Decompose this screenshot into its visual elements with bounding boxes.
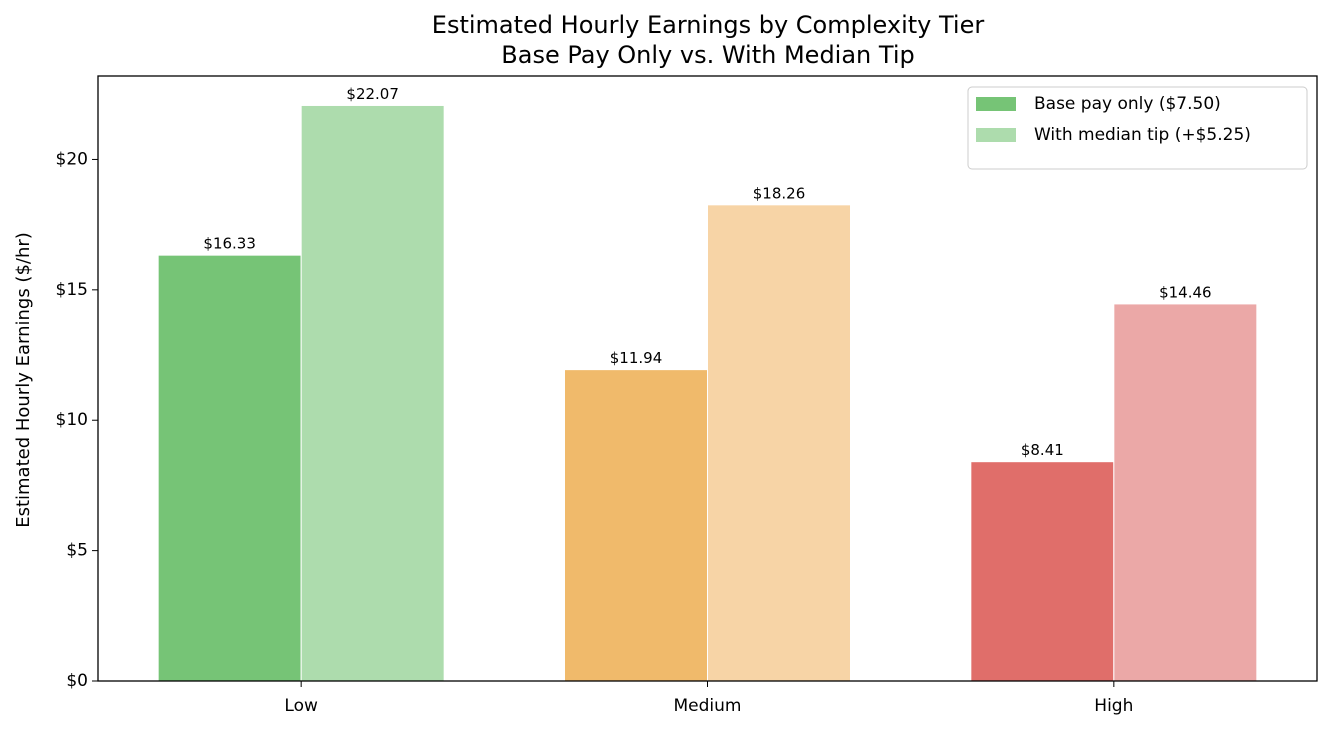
chart-title: Estimated Hourly Earnings by Complexity … — [432, 11, 985, 39]
bar — [300, 104, 445, 682]
bar — [1113, 303, 1258, 682]
y-tick-label: $20 — [56, 149, 88, 169]
legend-box — [967, 86, 1308, 170]
bar — [564, 369, 708, 682]
bar-value-label: $11.94 — [610, 349, 663, 367]
bar-value-label: $8.41 — [1021, 441, 1064, 459]
legend-swatch — [976, 97, 1016, 111]
bar-value-label: $14.46 — [1159, 283, 1212, 301]
legend-label: Base pay only ($7.50) — [1034, 94, 1221, 114]
plot-frame — [97, 75, 1318, 682]
y-tick-label: $10 — [56, 410, 88, 430]
legend-swatch — [976, 128, 1016, 142]
bar — [970, 461, 1115, 682]
bar — [157, 254, 302, 682]
bar — [707, 204, 851, 682]
y-tick-label: $0 — [66, 671, 88, 691]
legend-label: With median tip (+$5.25) — [1034, 125, 1251, 145]
y-axis-label: Estimated Hourly Earnings ($/hr) — [13, 232, 34, 528]
y-tick-label: $5 — [66, 541, 88, 561]
bar-value-label: $18.26 — [753, 184, 806, 202]
bar-value-label: $22.07 — [346, 85, 399, 103]
chart-subtitle: Base Pay Only vs. With Median Tip — [501, 41, 914, 69]
x-tick-label: Low — [284, 696, 318, 716]
x-tick-label: Medium — [674, 696, 742, 716]
bar-value-label: $16.33 — [203, 235, 256, 253]
y-tick-label: $15 — [56, 280, 88, 300]
x-tick-label: High — [1094, 696, 1133, 716]
